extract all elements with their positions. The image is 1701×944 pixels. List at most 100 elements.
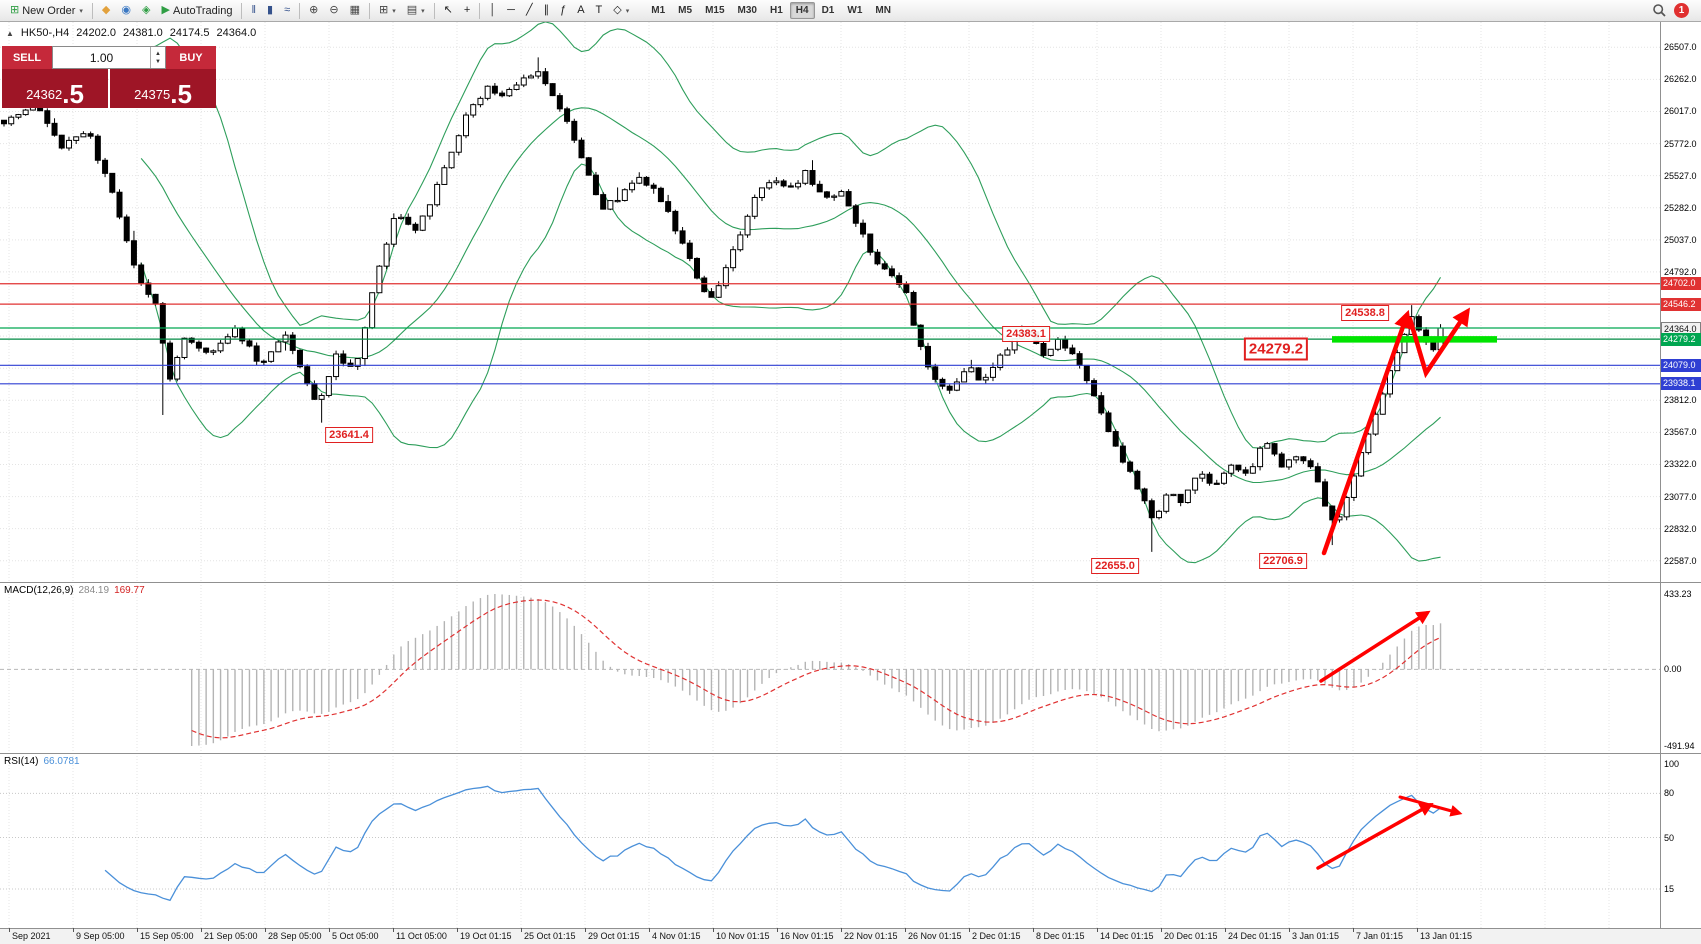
market-watch-button[interactable]: ◉ [116,1,136,20]
candlestick-series[interactable] [1,57,1444,552]
search-icon[interactable] [1652,3,1667,18]
vertical-line-button[interactable]: │ [484,1,501,20]
zoom-in-button[interactable]: ⊕ [304,1,323,20]
profiles-button[interactable]: ▤ ▾ [402,1,430,20]
price-callout-label[interactable]: 22655.0 [1091,558,1139,574]
metaeditor-icon: ◆ [101,4,111,16]
macd-histogram [190,594,1442,746]
bar-chart-button[interactable]: ‖ [246,1,261,20]
time-axis-label: 15 Sep 05:00 [140,931,194,941]
spin-up-icon[interactable]: ▲ [155,50,161,57]
caret-down-icon: ▾ [625,7,630,15]
timeframe-m30-button[interactable]: M30 [737,5,757,16]
time-axis-tick [329,928,330,932]
time-axis-tick [1161,928,1162,932]
main-chart[interactable] [0,22,1701,582]
tile-windows-icon: ▦ [349,4,360,16]
buy-button[interactable]: BUY [166,46,216,69]
toolbar-separator [433,2,435,19]
macd-pane[interactable] [0,582,1701,753]
volume-value[interactable]: 1.00 [89,50,114,65]
time-axis-label: 2 Dec 01:15 [972,931,1021,941]
crosshair-button[interactable]: + [459,1,475,20]
cursor-arrow-icon: ↖ [443,4,453,16]
bollinger-bands [140,22,1442,564]
trend-arrow-object[interactable] [1407,307,1471,379]
ohlc-low: 24174.5 [169,27,210,39]
cursor-button[interactable]: ↖ [439,1,458,20]
tile-windows-button[interactable]: ▦ [345,1,365,20]
time-axis-tick [1033,928,1034,932]
buy-price-button[interactable]: 24375 .5 [110,69,216,108]
channel-icon: ∥ [543,4,550,16]
collapse-panel-icon[interactable]: ▲ [6,28,14,38]
timeframe-mn-button[interactable]: MN [875,5,891,16]
pane-separator[interactable] [0,582,1701,583]
zoom-out-button[interactable]: ⊖ [324,1,343,20]
spin-down-icon[interactable]: ▼ [155,58,161,65]
time-axis-label: 14 Dec 01:15 [1100,931,1154,941]
toolbar-separator [91,2,93,19]
trend-arrow-object[interactable] [1319,610,1431,683]
metaeditor-button[interactable]: ◆ [97,1,115,20]
timeframe-d1-button[interactable]: D1 [821,5,835,16]
rsi-pane[interactable] [0,753,1701,928]
time-axis-tick [649,928,650,932]
trend-arrow-object[interactable] [1321,309,1412,556]
strategy-tester-button[interactable]: ◈ [137,1,155,20]
channel-button[interactable]: ∥ [539,1,555,20]
volume-spinner[interactable]: ▲ ▼ [150,47,165,68]
timeframe-m5-button[interactable]: M5 [678,5,693,16]
horizontal-line-button[interactable]: ─ [502,1,520,20]
price-callout-label[interactable]: 24383.1 [1002,326,1050,342]
price-callout-label[interactable]: 24279.2 [1243,337,1309,361]
time-axis-tick [841,928,842,932]
time-axis-separator [0,928,1701,929]
time-axis-label: 11 Oct 05:00 [396,931,447,941]
text-button[interactable]: A [572,1,589,20]
price-axis-label: 22587.0 [1664,555,1697,566]
time-axis-label: 29 Oct 01:15 [588,931,640,941]
notification-badge[interactable]: 1 [1674,3,1689,18]
time-axis-label: Sep 2021 [12,931,51,941]
time-axis-label: 3 Jan 01:15 [1292,931,1340,941]
line-chart-button[interactable]: ≈ [279,1,295,20]
price-callout-label[interactable]: 22706.9 [1259,553,1307,569]
autotrading-button[interactable]: ▶ AutoTrading [156,1,237,20]
macd-axis-label: -491.94 [1664,741,1695,751]
time-axis-tick [457,928,458,932]
time-axis-strip[interactable] [0,929,1701,944]
time-axis-label: 8 Dec 01:15 [1036,931,1085,941]
fibonacci-button[interactable]: ƒ [555,1,571,20]
new-order-button[interactable]: ⊞ New Order ▾ [5,1,88,20]
shapes-button[interactable]: ◇ ▾ [608,1,634,20]
candlestick-button[interactable]: ▮ [262,1,278,20]
price-callout-label[interactable]: 23641.4 [325,427,373,443]
trendline-button[interactable]: ╱ [521,1,538,20]
new-chart-icon: ⊞ [378,4,389,16]
trend-arrow-object[interactable] [1316,802,1434,870]
label-button[interactable]: T [591,1,608,20]
toolbar-separator [368,2,370,19]
rsi-indicator-label: RSI(14) 66.0781 [4,756,80,767]
timeframe-w1-button[interactable]: W1 [847,5,863,16]
pane-separator[interactable] [0,753,1701,754]
time-axis-tick [521,928,522,932]
price-tag: 23938.1 [1661,377,1701,391]
time-axis-label: 7 Jan 01:15 [1356,931,1404,941]
timeframe-m15-button[interactable]: M15 [705,5,725,16]
toolbar-separator [241,2,243,19]
trend-arrow-object[interactable] [1398,795,1463,817]
time-axis-tick [9,928,10,932]
sell-button[interactable]: SELL [2,46,52,69]
time-axis-tick [1225,928,1226,932]
timeframe-h1-button[interactable]: H1 [769,5,783,16]
new-chart-button[interactable]: ⊞ ▾ [374,1,401,20]
timeframe-m1-button[interactable]: M1 [651,5,666,16]
time-axis-tick [1353,928,1354,932]
volume-field[interactable]: 1.00 ▲ ▼ [52,46,166,69]
macd-axis-label: 433.23 [1664,589,1692,599]
sell-price-button[interactable]: 24362 .5 [2,69,108,108]
price-callout-label[interactable]: 24538.8 [1341,305,1389,321]
timeframe-h4-button[interactable]: H4 [789,2,815,19]
